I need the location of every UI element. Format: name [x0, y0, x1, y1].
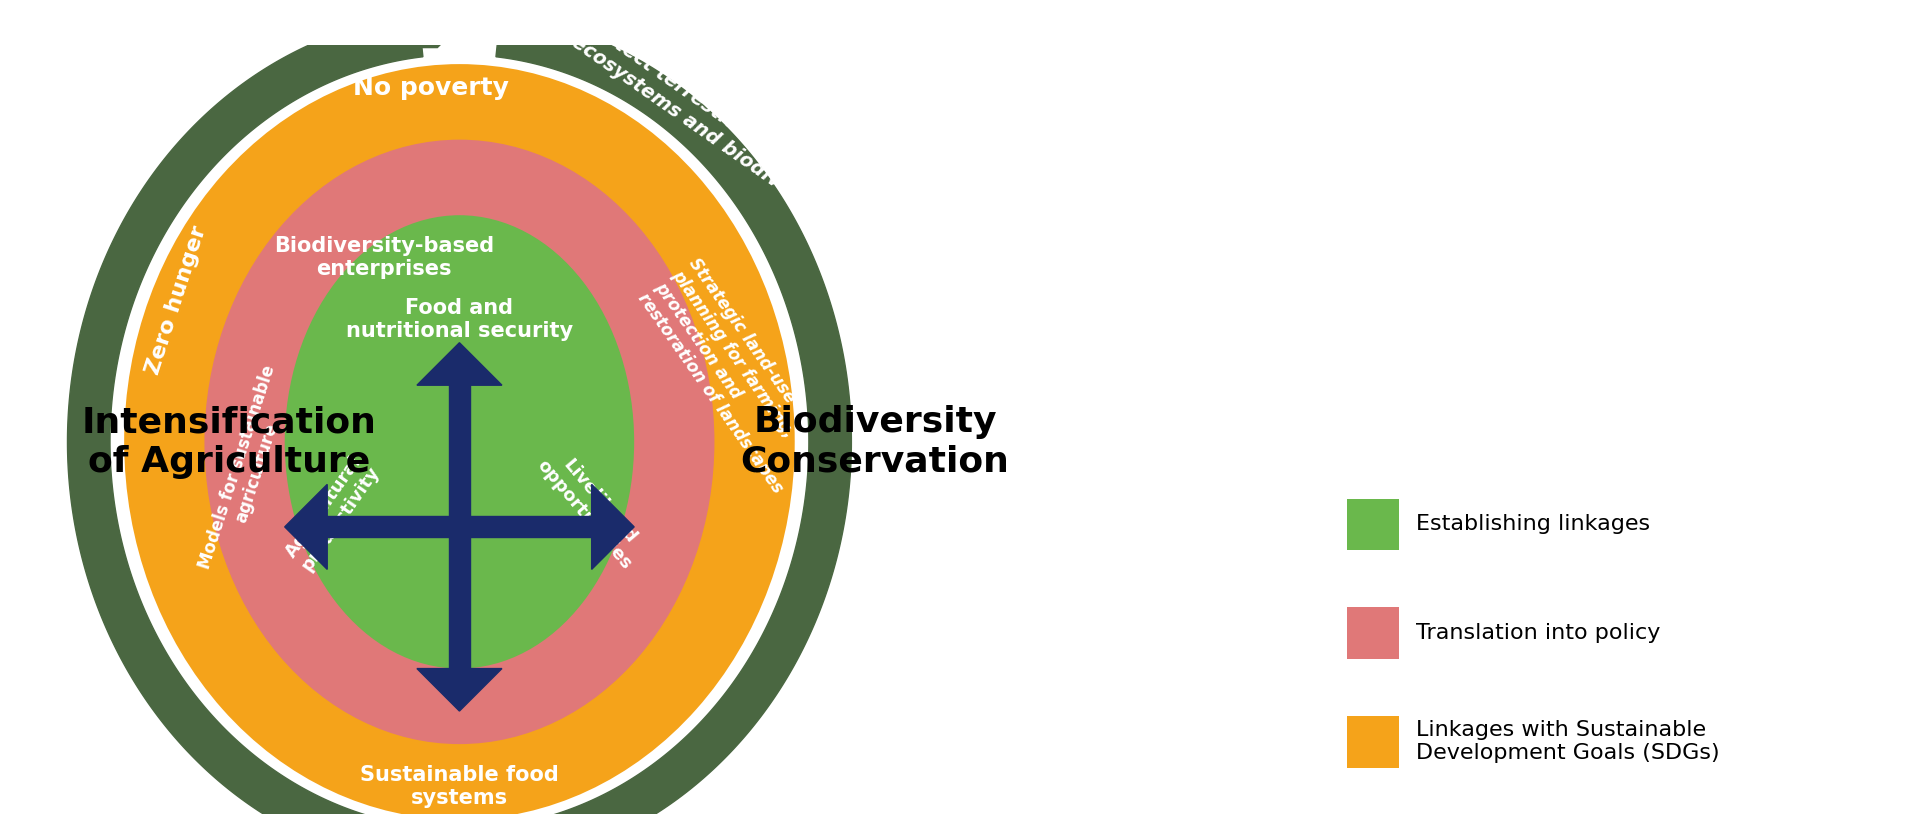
Polygon shape — [417, 668, 501, 711]
Text: Strategic land-use
planning for farming,
protection and
restoration of landscape: Strategic land-use planning for farming,… — [634, 254, 837, 497]
Text: Models for sustainable
agriculture: Models for sustainable agriculture — [196, 363, 298, 578]
Polygon shape — [67, 15, 422, 814]
Polygon shape — [417, 343, 501, 385]
Bar — [1348, 607, 1400, 659]
Text: Agricultural
productivity: Agricultural productivity — [280, 451, 384, 574]
Polygon shape — [495, 15, 851, 814]
Text: Biodiversity-based
enterprises: Biodiversity-based enterprises — [275, 236, 493, 279]
Text: Sustainable food
systems: Sustainable food systems — [361, 765, 559, 808]
Bar — [449, 380, 470, 673]
Text: Biodiversity
Conservation: Biodiversity Conservation — [741, 405, 1010, 479]
Text: Zero hunger: Zero hunger — [142, 223, 209, 377]
Polygon shape — [399, 32, 453, 47]
Text: Protect terrestrial
ecosystems and biodiversity: Protect terrestrial ecosystems and biodi… — [568, 14, 849, 228]
Ellipse shape — [284, 215, 634, 668]
Bar — [1348, 498, 1400, 550]
Text: Food and
nutritional security: Food and nutritional security — [346, 297, 572, 341]
Ellipse shape — [125, 64, 795, 814]
Text: Translation into policy: Translation into policy — [1417, 623, 1661, 643]
Polygon shape — [591, 484, 634, 569]
Polygon shape — [284, 484, 326, 569]
Text: Intensification
of Agriculture: Intensification of Agriculture — [83, 405, 376, 479]
Text: Establishing linkages: Establishing linkages — [1417, 514, 1651, 534]
Bar — [1348, 716, 1400, 768]
Bar — [323, 517, 597, 537]
Text: No poverty: No poverty — [353, 76, 509, 99]
Text: Livelihood
opportunities: Livelihood opportunities — [532, 443, 651, 573]
Ellipse shape — [204, 140, 714, 744]
Text: Linkages with Sustainable
Development Goals (SDGs): Linkages with Sustainable Development Go… — [1417, 720, 1720, 763]
